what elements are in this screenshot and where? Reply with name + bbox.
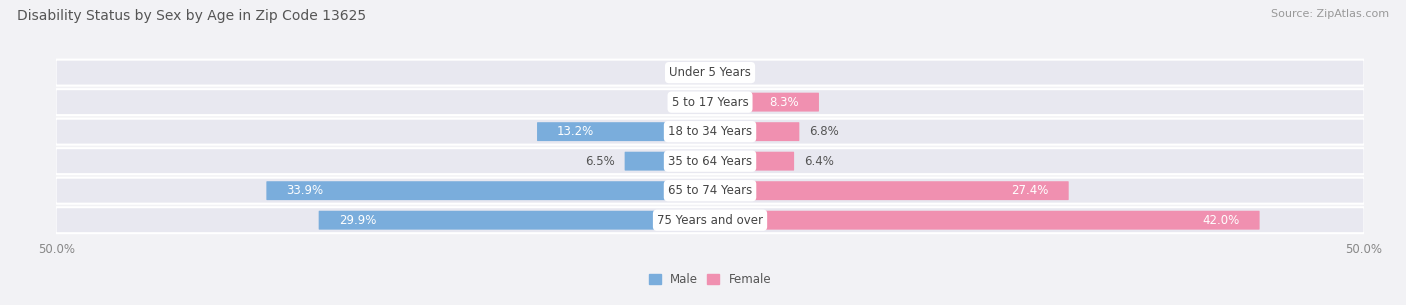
FancyBboxPatch shape (710, 181, 1069, 200)
FancyBboxPatch shape (537, 122, 710, 141)
FancyBboxPatch shape (710, 122, 800, 141)
Text: 75 Years and over: 75 Years and over (657, 214, 763, 227)
FancyBboxPatch shape (56, 89, 1364, 115)
Text: Under 5 Years: Under 5 Years (669, 66, 751, 79)
Legend: Male, Female: Male, Female (644, 268, 776, 291)
FancyBboxPatch shape (710, 152, 794, 170)
FancyBboxPatch shape (56, 207, 1364, 233)
Text: 0.0%: 0.0% (669, 66, 700, 79)
Text: 0.0%: 0.0% (720, 66, 751, 79)
FancyBboxPatch shape (319, 211, 710, 230)
FancyBboxPatch shape (56, 178, 1364, 204)
Text: 0.0%: 0.0% (669, 96, 700, 109)
FancyBboxPatch shape (56, 59, 1364, 86)
Text: 35 to 64 Years: 35 to 64 Years (668, 155, 752, 168)
Text: 13.2%: 13.2% (557, 125, 595, 138)
Text: 18 to 34 Years: 18 to 34 Years (668, 125, 752, 138)
Text: 29.9%: 29.9% (339, 214, 375, 227)
FancyBboxPatch shape (56, 148, 1364, 174)
Text: 42.0%: 42.0% (1202, 214, 1240, 227)
Text: 6.8%: 6.8% (810, 125, 839, 138)
FancyBboxPatch shape (710, 93, 818, 112)
Text: Disability Status by Sex by Age in Zip Code 13625: Disability Status by Sex by Age in Zip C… (17, 9, 366, 23)
Text: 65 to 74 Years: 65 to 74 Years (668, 184, 752, 197)
Text: 8.3%: 8.3% (769, 96, 799, 109)
FancyBboxPatch shape (710, 211, 1260, 230)
FancyBboxPatch shape (624, 152, 710, 170)
Text: 6.4%: 6.4% (804, 155, 834, 168)
Text: Source: ZipAtlas.com: Source: ZipAtlas.com (1271, 9, 1389, 19)
FancyBboxPatch shape (266, 181, 710, 200)
Text: 5 to 17 Years: 5 to 17 Years (672, 96, 748, 109)
FancyBboxPatch shape (56, 119, 1364, 145)
Text: 33.9%: 33.9% (287, 184, 323, 197)
Text: 27.4%: 27.4% (1011, 184, 1049, 197)
Text: 6.5%: 6.5% (585, 155, 614, 168)
